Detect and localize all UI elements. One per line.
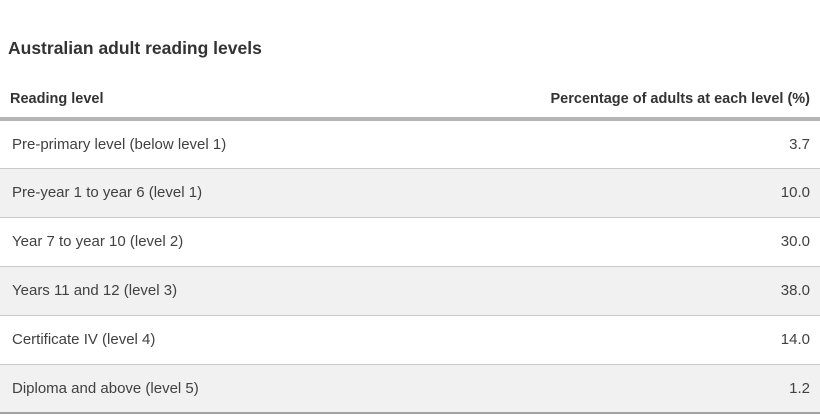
page-title: Australian adult reading levels bbox=[8, 38, 262, 58]
column-header-reading-level: Reading level bbox=[0, 75, 376, 121]
percentage-cell: 38.0 bbox=[375, 265, 820, 315]
reading-level-cell: Years 11 and 12 (level 3) bbox=[0, 265, 376, 315]
column-header-percentage: Percentage of adults at each level (%) bbox=[375, 75, 820, 121]
reading-level-cell: Year 7 to year 10 (level 2) bbox=[0, 216, 376, 266]
header-row: Reading level Percentage of adults at ea… bbox=[0, 75, 820, 121]
reading-level-cell: Diploma and above (level 5) bbox=[0, 363, 376, 413]
percentage-cell: 14.0 bbox=[375, 314, 820, 364]
table-row: Certificate IV (level 4) 14.0 bbox=[0, 314, 820, 364]
reading-levels-table: Reading level Percentage of adults at ea… bbox=[0, 75, 820, 414]
percentage-cell: 1.2 bbox=[375, 363, 820, 413]
table-row: Pre-primary level (below level 1) 3.7 bbox=[0, 119, 820, 168]
reading-level-cell: Certificate IV (level 4) bbox=[0, 314, 376, 364]
percentage-cell: 30.0 bbox=[375, 216, 820, 266]
table-row: Pre-year 1 to year 6 (level 1) 10.0 bbox=[0, 167, 820, 217]
percentage-cell: 10.0 bbox=[375, 167, 820, 217]
reading-level-cell: Pre-primary level (below level 1) bbox=[12, 135, 227, 153]
table-header: Reading level Percentage of adults at ea… bbox=[0, 75, 820, 121]
table-row: Years 11 and 12 (level 3) 38.0 bbox=[0, 265, 820, 315]
table-row: Year 7 to year 10 (level 2) 30.0 bbox=[0, 216, 820, 266]
table-body: Pre-primary level (below level 1) 3.7 Pr… bbox=[0, 119, 820, 413]
reading-level-cell: Pre-year 1 to year 6 (level 1) bbox=[0, 167, 376, 217]
percentage-cell: 3.7 bbox=[789, 135, 810, 153]
table-row: Diploma and above (level 5) 1.2 bbox=[0, 363, 820, 413]
